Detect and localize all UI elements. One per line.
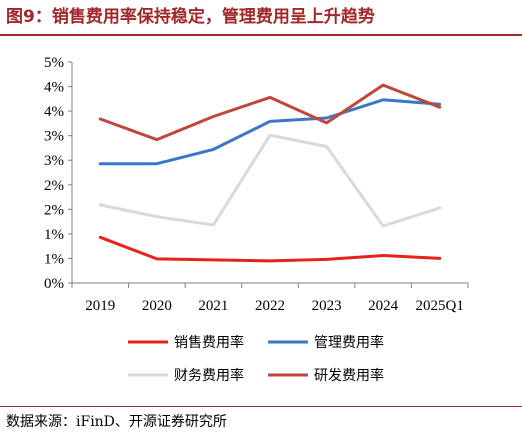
series-line-1 <box>98 235 442 263</box>
x-tick-label: 2020 <box>142 298 172 314</box>
y-tick-label: 4% <box>44 80 64 96</box>
y-tick-label: 5% <box>44 55 64 71</box>
legend-label: 管理费用率 <box>314 334 384 351</box>
chart-title: 图9：销售费用率保持稳定，管理费用呈上升趋势 <box>6 7 375 27</box>
y-tick-label: 0% <box>44 276 64 292</box>
legend-label: 财务费用率 <box>174 367 244 384</box>
x-tick-label: 2021 <box>198 298 228 314</box>
series-line-2 <box>98 98 442 166</box>
line-chart: 0% 1% 1% 2% 2% 3% 3% 4% 4% 5% 2019 2020 2021 2022 2023… <box>44 55 469 384</box>
x-tick-label: 2022 <box>255 298 285 314</box>
series-line-4 <box>98 83 442 142</box>
x-tick-label: 2023 <box>312 298 342 314</box>
legend-label: 研发费用率 <box>314 367 384 384</box>
y-tick-label: 3% <box>44 129 64 145</box>
chart-axes: 0% 1% 1% 2% 2% 3% 3% 4% 4% 5% 2019 2020 2021 2022 2023… <box>44 55 469 314</box>
legend-label: 销售费用率 <box>174 334 244 351</box>
y-tick-label: 1% <box>44 227 64 243</box>
footer-divider <box>0 406 522 407</box>
y-tick-label: 4% <box>44 104 64 120</box>
title-divider <box>0 34 522 36</box>
y-tick-label: 1% <box>44 251 64 267</box>
data-source-note: 数据来源：iFinD、开源证券研究所 <box>6 414 227 430</box>
y-tick-label: 2% <box>44 202 64 218</box>
x-tick-label: 2019 <box>85 298 115 314</box>
x-tick-label: 2025Q1 <box>416 298 464 314</box>
x-tick-label: 2024 <box>368 298 399 314</box>
y-tick-label: 3% <box>44 153 64 169</box>
series-line-3 <box>98 133 442 228</box>
chart-series-layer <box>98 83 442 263</box>
y-tick-label: 2% <box>44 178 64 194</box>
